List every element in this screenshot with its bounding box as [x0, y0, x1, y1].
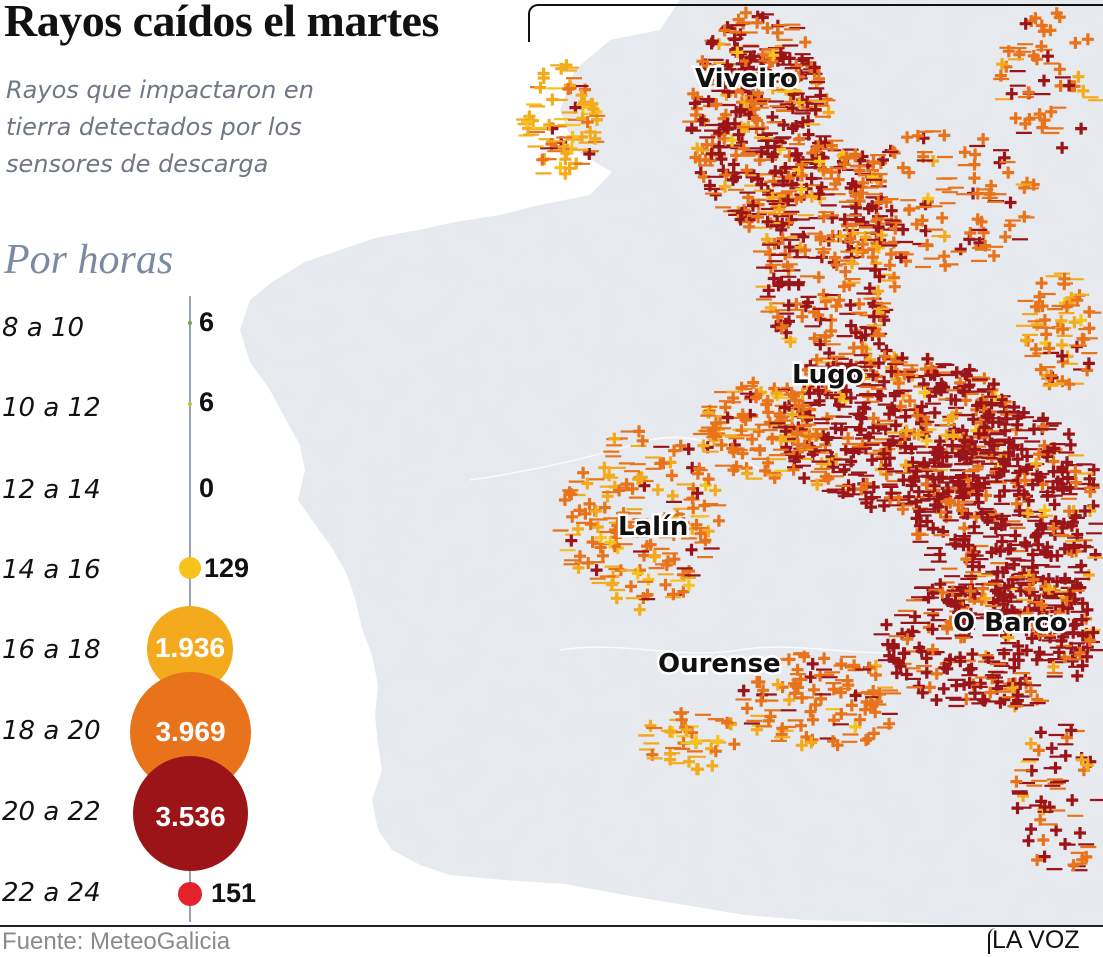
brand-logo: LA VOZ	[992, 926, 1080, 954]
hour-label: 12 a 14	[2, 475, 101, 505]
count-14-16: 129	[204, 553, 250, 583]
city-label-o-barco: O Barco	[953, 608, 1068, 638]
count-18-20: 3.969	[155, 716, 226, 747]
hour-label: 8 a 10	[2, 313, 85, 343]
hour-label: 14 a 16	[2, 555, 101, 585]
bubble-10-12	[188, 402, 192, 406]
page-title: Rayos caídos el martes	[4, 0, 439, 46]
page-subtitle: Rayos que impactaron en tierra detectado…	[6, 76, 314, 178]
hour-label: 16 a 18	[2, 635, 101, 665]
count-22-24: 151	[211, 878, 257, 908]
count-20-22: 3.536	[155, 801, 226, 832]
bubble-20-22	[133, 756, 248, 871]
hour-label: 22 a 24	[2, 878, 101, 908]
count-8-10: 6	[199, 307, 215, 337]
count-16-18: 1.936	[154, 632, 226, 663]
hour-label: 10 a 12	[2, 393, 101, 423]
city-label-ourense: Ourense	[658, 649, 781, 679]
count-12-14: 0	[199, 473, 215, 503]
bubble-8-10	[188, 321, 192, 325]
hour-label: 18 a 20	[2, 716, 101, 746]
city-label-viveiro: Viveiro	[695, 64, 798, 94]
river	[559, 646, 931, 654]
legend-title: Por horas	[4, 237, 174, 283]
brand-bracket	[988, 928, 998, 954]
footer-divider	[0, 925, 1103, 927]
lightning-strikes-layer	[516, 6, 1103, 872]
bubble-22-24	[178, 882, 202, 906]
count-10-12: 6	[199, 387, 215, 417]
title-bracket	[528, 4, 1103, 42]
hour-label: 20 a 22	[2, 797, 101, 827]
city-label-lalin: Lalín	[618, 512, 688, 542]
city-label-lugo: Lugo	[792, 360, 864, 390]
source-credit: Fuente: MeteoGalicia	[2, 928, 231, 955]
bubble-14-16	[179, 557, 201, 579]
